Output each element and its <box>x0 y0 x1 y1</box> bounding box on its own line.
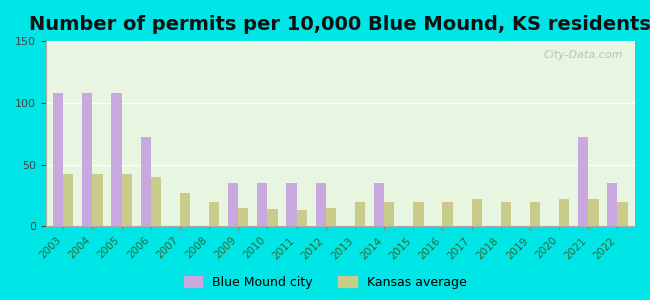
Bar <box>472 199 482 226</box>
Bar <box>443 202 452 226</box>
Bar <box>530 202 540 226</box>
Bar <box>82 93 92 226</box>
Bar <box>287 183 296 226</box>
Bar <box>53 93 63 226</box>
Bar <box>559 199 569 226</box>
Bar <box>257 183 267 226</box>
Bar <box>111 93 122 226</box>
Bar <box>578 137 588 226</box>
Legend: Blue Mound city, Kansas average: Blue Mound city, Kansas average <box>179 271 471 294</box>
Bar <box>384 202 395 226</box>
Bar <box>180 193 190 226</box>
Bar <box>588 199 599 226</box>
Bar <box>209 202 219 226</box>
Bar <box>413 202 424 226</box>
Bar <box>296 210 307 226</box>
Bar <box>618 202 628 226</box>
Bar <box>122 174 132 226</box>
Bar <box>239 208 248 226</box>
Bar <box>140 137 151 226</box>
Bar <box>315 183 326 226</box>
Bar <box>355 202 365 226</box>
Bar <box>607 183 618 226</box>
Title: Number of permits per 10,000 Blue Mound, KS residents: Number of permits per 10,000 Blue Mound,… <box>29 15 650 34</box>
Bar <box>63 174 73 226</box>
Bar <box>151 177 161 226</box>
Text: City-Data.com: City-Data.com <box>543 50 623 60</box>
Bar <box>92 174 103 226</box>
Bar <box>374 183 384 226</box>
Bar <box>267 209 278 226</box>
Bar <box>326 208 336 226</box>
Bar <box>500 202 511 226</box>
Bar <box>228 183 239 226</box>
